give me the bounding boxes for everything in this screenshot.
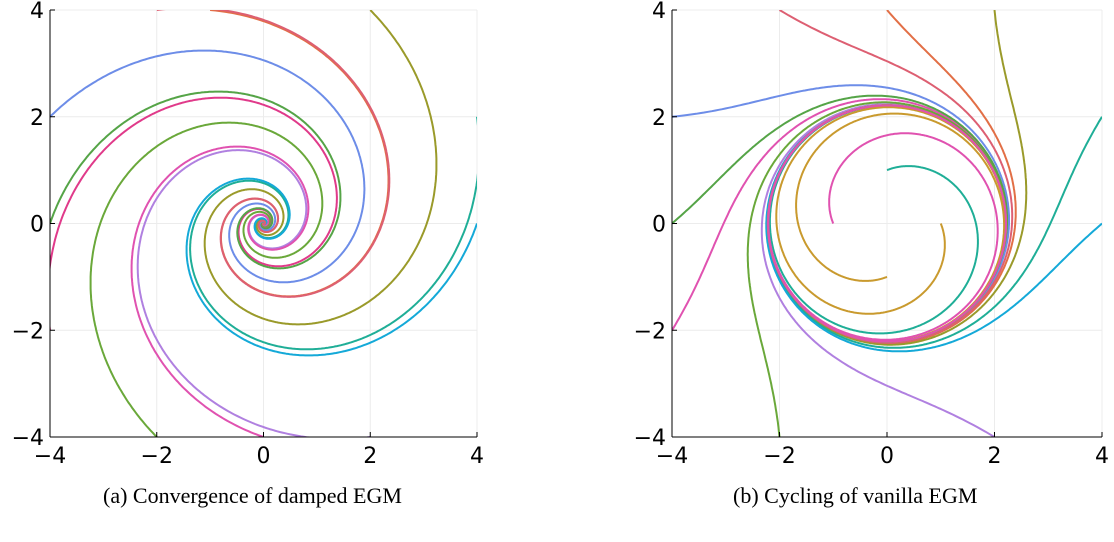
x-tick-label: −4 — [34, 444, 66, 469]
x-tick-label: 4 — [1095, 444, 1109, 469]
series-line-0 — [766, 10, 1017, 345]
series-line-8 — [766, 10, 1014, 344]
series-line-4 — [136, 149, 371, 437]
series-line-9 — [50, 49, 366, 284]
series-line-8 — [50, 90, 342, 270]
series-line-2 — [765, 104, 1102, 349]
y-tick-label: −4 — [12, 426, 44, 451]
x-tick-label: 4 — [470, 444, 484, 469]
series-line-3 — [185, 177, 477, 357]
series-line-6 — [672, 94, 1009, 343]
series-line-5 — [130, 145, 310, 437]
y-tick-label: −4 — [634, 426, 666, 451]
y-tick-label: 2 — [30, 106, 44, 131]
x-tick-label: 0 — [880, 444, 894, 469]
caption-b: (b) Cycling of vanilla EGM — [733, 483, 978, 508]
series-line-9 — [746, 101, 1008, 437]
x-tick-label: −4 — [656, 444, 688, 469]
series-line-3 — [765, 104, 1102, 353]
x-tick-label: −2 — [141, 444, 173, 469]
x-tick-label: 0 — [257, 444, 271, 469]
chart-vanilla-egm: −4 −2 0 2 4 −4 −2 0 2 4 — [634, 0, 1109, 469]
series-line-6 — [89, 121, 324, 437]
y-tick-label: −2 — [12, 319, 44, 344]
panel-damped-egm: −4 −2 0 2 4 −4 −2 0 2 4 (a) Convergence of damped… — [12, 0, 484, 508]
x-tick-label: 2 — [988, 444, 1002, 469]
panel-vanilla-egm: −4 −2 0 2 4 −4 −2 0 2 4 (b) Cycling of vanilla EG… — [557, 0, 1114, 542]
caption-a: (a) Convergence of damped EGM — [103, 483, 402, 508]
series-line-1 — [203, 10, 438, 326]
y-tick-label: 0 — [652, 213, 666, 238]
chart-damped-egm: −4 −2 0 2 4 −4 −2 0 2 4 — [12, 0, 484, 469]
y-tick-label: 4 — [30, 0, 44, 24]
y-tick-label: 0 — [30, 213, 44, 238]
y-tick-label: 4 — [652, 0, 666, 24]
series-line-4 — [760, 103, 1008, 437]
series-line-5 — [672, 98, 1009, 343]
series-line-10 — [156, 10, 391, 298]
y-tick-label: −2 — [634, 319, 666, 344]
series-line-13 — [767, 104, 1007, 343]
y-tick-label: 2 — [652, 106, 666, 131]
x-tick-label: −2 — [763, 444, 795, 469]
x-tick-label: 2 — [363, 444, 377, 469]
